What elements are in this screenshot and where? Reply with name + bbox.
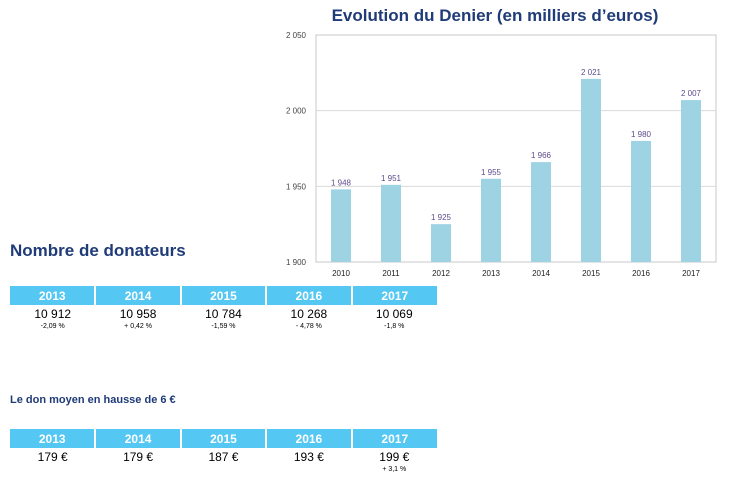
value-cell: 10 784 [205,307,242,321]
year-header: 2015 [180,429,268,448]
x-tick-label: 2012 [432,269,450,278]
value-cell: 179 € [123,450,154,464]
don-moyen-table: 2013 2014 2015 2016 2017 179 € 179 € 187 € 193 … [10,429,437,478]
x-tick-label: 2011 [382,269,400,278]
chart-title: Evolution du Denier (en milliers d’euros… [331,6,659,25]
table-changes-row: -2,09 % + 0,42 % -1,59 % - 4,78 % -1,8 % [10,323,437,335]
bar [331,189,351,262]
value-cell: 10 958 [119,307,157,321]
x-tick-label: 2015 [582,269,600,278]
bar [481,178,501,262]
change-cell: + 3,1 % [382,466,407,473]
bar-value-label: 1 925 [431,213,452,222]
table-header-row: 2013 2014 2015 2016 2017 [10,286,437,305]
bar-value-label: 1 948 [331,178,352,187]
plot-area [315,34,717,263]
don-moyen-title: Le don moyen en hausse de 6 € [10,394,176,406]
y-tick-label: 1 900 [286,258,307,267]
year-header: 2016 [266,429,353,448]
change-cell: -1,59 % [211,323,236,330]
value-cell: 193 € [293,450,324,464]
change-cell: -2,09 % [40,323,65,330]
change-cell: -1,8 % [384,323,405,330]
x-tick-label: 2017 [682,269,700,278]
bar-value-label: 1 955 [481,168,502,177]
bar-value-label: 1 951 [381,174,402,183]
x-tick-label: 2013 [482,269,500,278]
bar-value-label: 2 021 [581,68,602,77]
bar [431,224,451,262]
bar [581,78,601,263]
value-cell: 10 912 [34,307,72,321]
year-header: 2017 [351,429,437,448]
value-cell: 199 € [379,450,410,464]
value-cell: 10 069 [375,307,413,321]
bar-chart: 1 900 1 950 2 000 2 050 1 948 2010 1 951 2011 1 … [286,31,717,278]
y-tick-label: 2 050 [286,31,307,40]
table-header-row: 2013 2014 2015 2016 2017 [10,429,437,448]
x-tick-label: 2016 [632,269,650,278]
bar [381,184,401,262]
bar [531,162,551,262]
table-values-row: 179 € 179 € 187 € 193 € 199 € [10,448,437,466]
change-cell [266,466,351,478]
change-cell: - 4,78 % [295,323,322,330]
change-cell [10,466,95,478]
change-cell [95,466,180,478]
change-cell [181,466,266,478]
table-values-row: 10 912 10 958 10 784 10 268 10 069 [10,305,437,323]
year-header: 2014 [95,429,182,448]
year-header: 2014 [95,286,182,305]
value-cell: 10 268 [290,307,328,321]
y-tick-label: 2 000 [286,107,307,116]
donateurs-title: Nombre de donateurs [10,241,186,260]
year-header: 2013 [10,286,97,305]
bar [631,140,651,262]
y-tick-label: 1 950 [286,182,307,191]
year-header: 2015 [180,286,268,305]
year-header: 2016 [266,286,353,305]
x-tick-label: 2010 [332,269,350,278]
change-cell: + 0,42 % [124,323,152,330]
bar [681,100,701,262]
bar-value-label: 2 007 [681,89,702,98]
year-header: 2013 [10,429,97,448]
bar-value-label: 1 966 [531,151,552,160]
value-cell: 187 € [208,450,239,464]
bar-value-label: 1 980 [631,130,652,139]
x-tick-label: 2014 [532,269,550,278]
value-cell: 179 € [37,450,68,464]
donateurs-table: 2013 2014 2015 2016 2017 10 912 10 958 10 784 1… [10,286,437,335]
table-changes-row: + 3,1 % [10,466,437,478]
year-header: 2017 [351,286,437,305]
